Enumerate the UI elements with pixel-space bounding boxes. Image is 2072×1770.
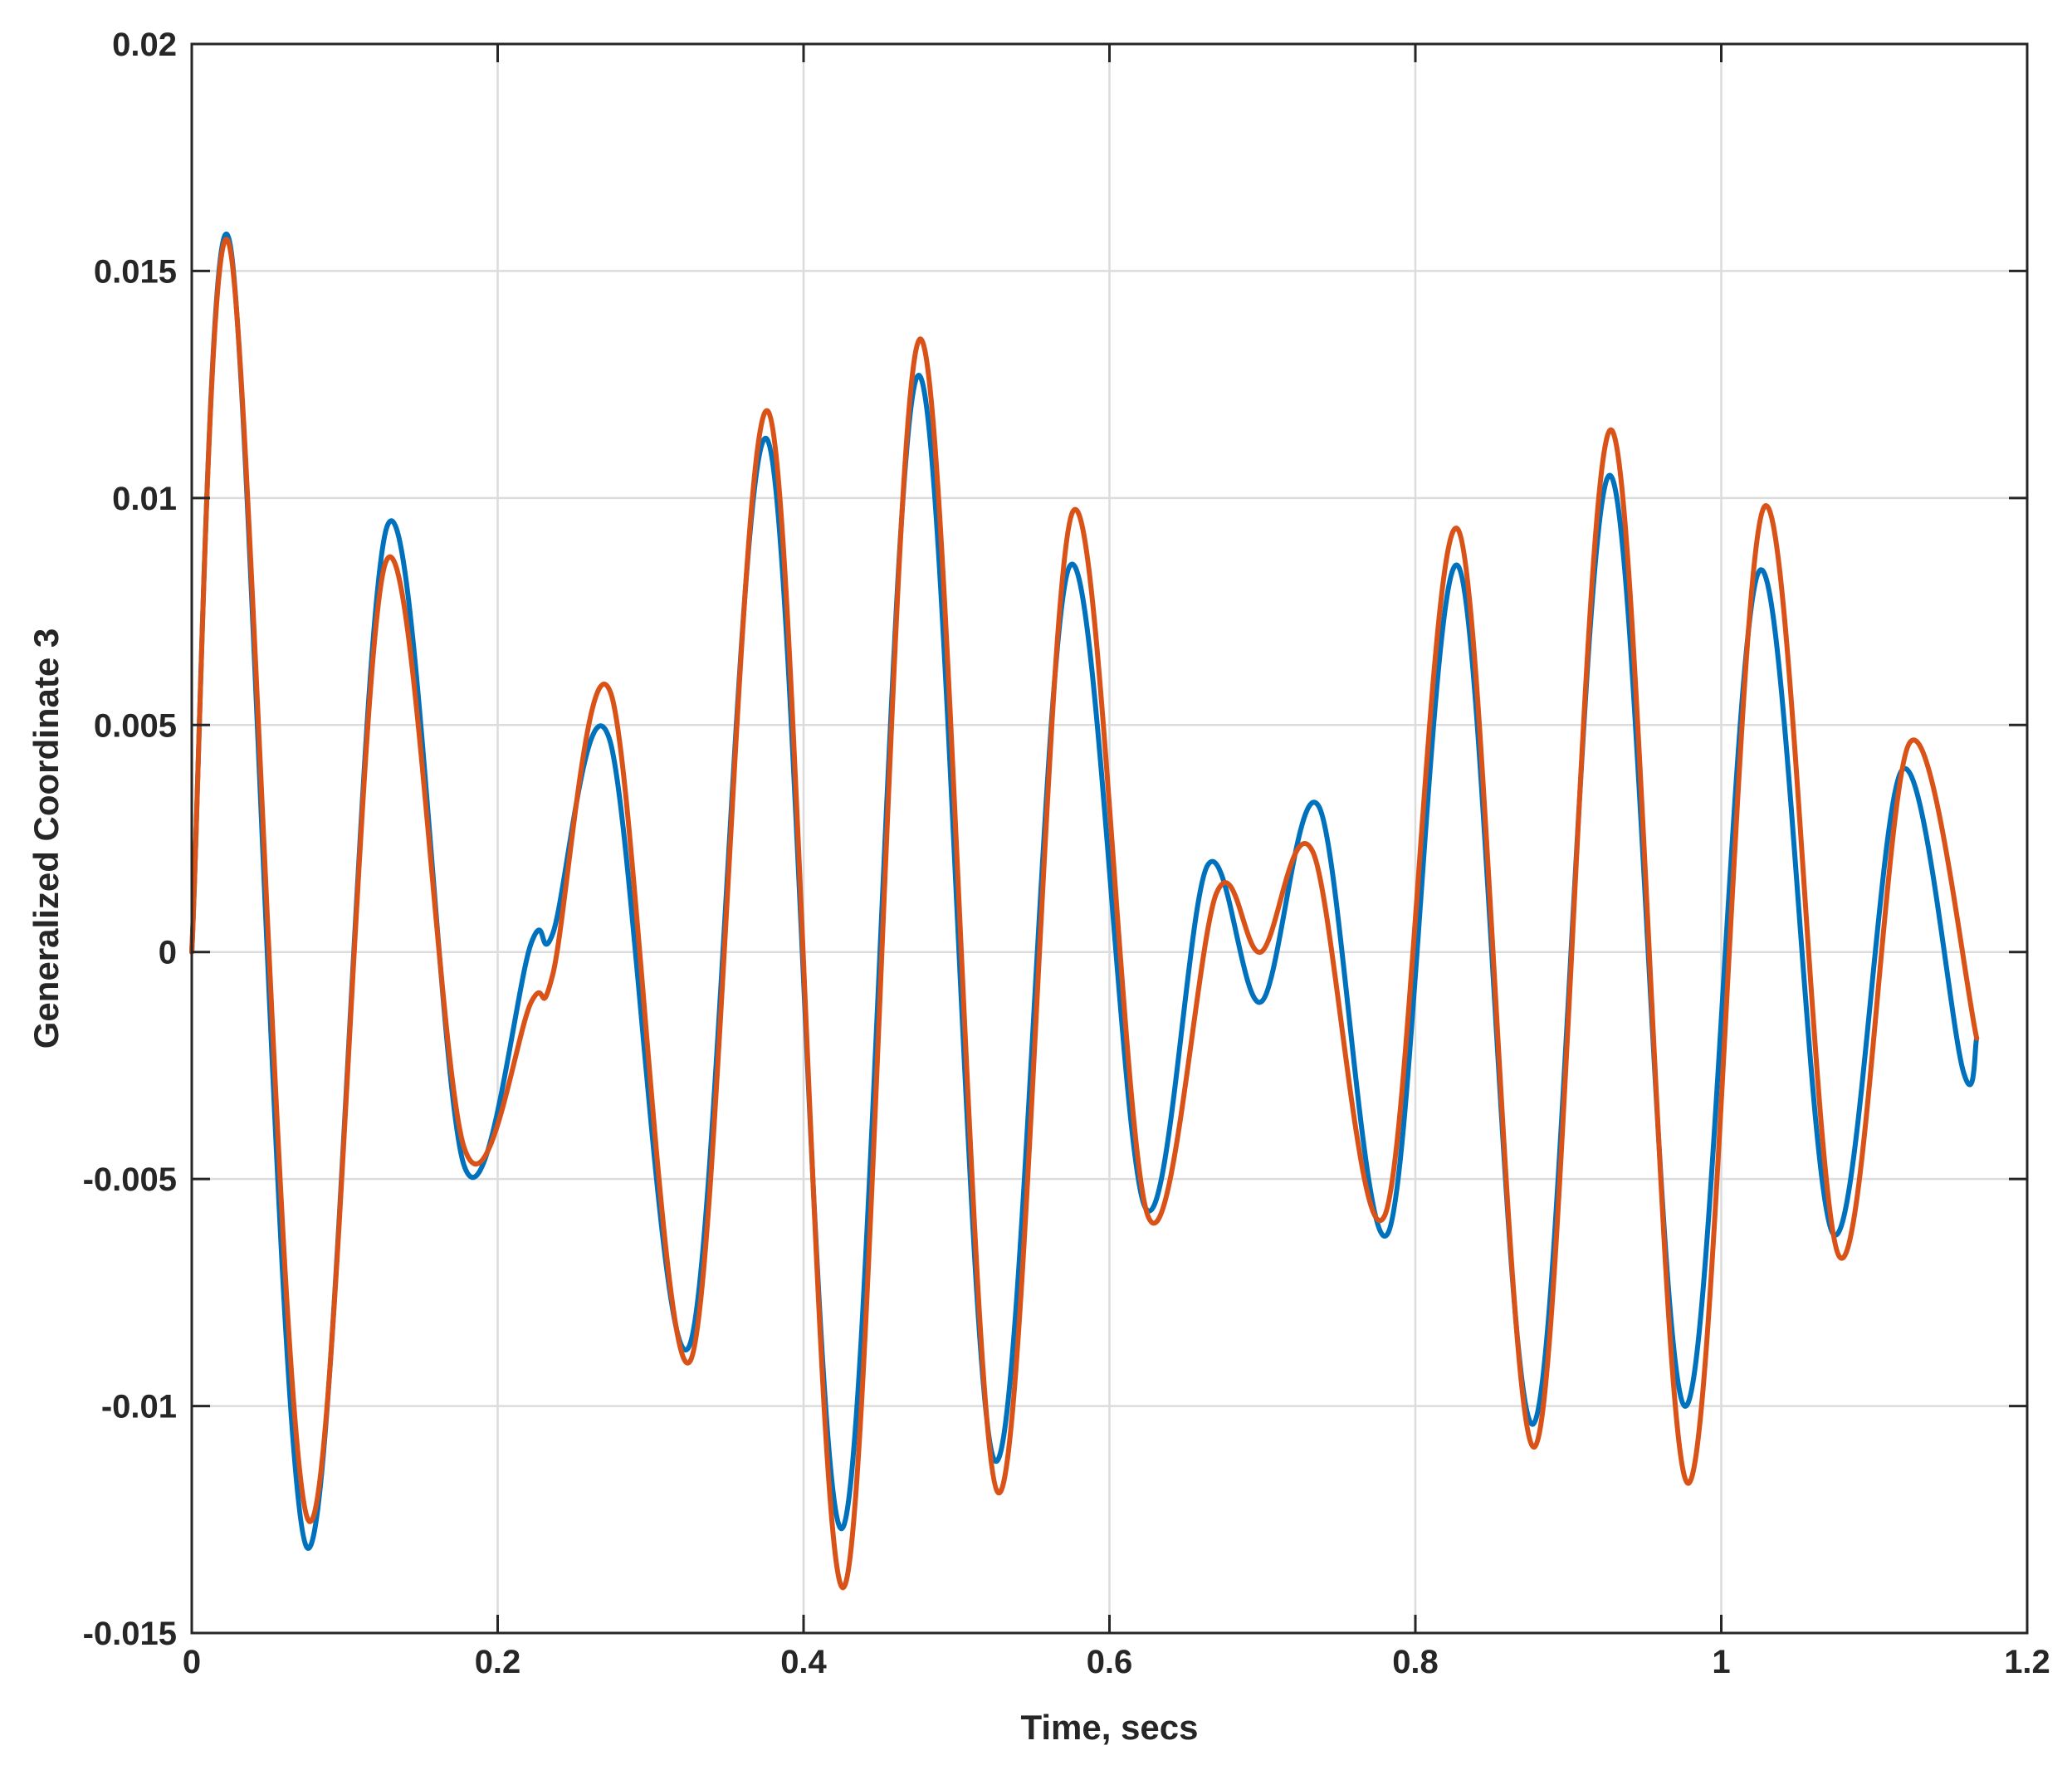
x-tick-label: 0.8 <box>1392 1644 1439 1680</box>
x-tick-labels: 0 0.2 0.4 0.6 0.8 1 1.2 <box>183 1644 2050 1680</box>
x-axis-label: Time, secs <box>1020 1708 1198 1747</box>
series-line-2 <box>189 237 1980 1591</box>
y-tick-label: 0.015 <box>94 253 177 290</box>
series-line-1 <box>189 232 1980 1551</box>
x-tick-label: 1 <box>1712 1644 1730 1680</box>
x-tick-label: 0.4 <box>780 1644 827 1680</box>
y-tick-label: 0.005 <box>94 707 177 744</box>
y-tick-label: -0.015 <box>83 1616 177 1652</box>
axis-ticks <box>190 42 2029 1635</box>
y-axis-label: Generalized Coordinate 3 <box>27 628 66 1049</box>
x-tick-label: 0.2 <box>475 1644 521 1680</box>
y-tick-label: 0.02 <box>112 27 177 63</box>
series-lines <box>189 232 1980 1591</box>
x-tick-label: 1.2 <box>2004 1644 2050 1680</box>
x-tick-label: 0 <box>183 1644 201 1680</box>
y-tick-label: 0.01 <box>112 481 177 517</box>
grid-lines <box>190 42 2029 1635</box>
x-tick-label: 0.6 <box>1087 1644 1133 1680</box>
y-tick-label: 0 <box>159 935 177 971</box>
y-tick-labels: -0.015 -0.01 -0.005 0 0.005 0.01 0.015 0.02 <box>83 27 177 1652</box>
y-tick-label: -0.005 <box>83 1161 177 1198</box>
y-tick-label: -0.01 <box>101 1389 177 1425</box>
